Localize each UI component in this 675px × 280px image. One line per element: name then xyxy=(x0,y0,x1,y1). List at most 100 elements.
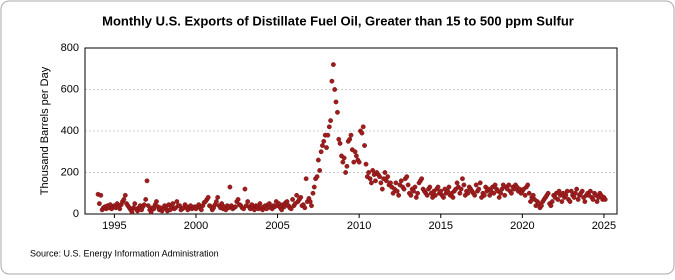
point xyxy=(141,202,147,208)
point xyxy=(539,203,544,209)
point xyxy=(121,197,127,202)
point xyxy=(424,192,430,198)
point xyxy=(242,186,248,192)
point xyxy=(298,194,304,200)
point xyxy=(498,190,504,196)
point xyxy=(290,197,295,202)
point xyxy=(174,199,180,204)
source: Source: U.S. Energy Information Administ… xyxy=(30,248,219,258)
point xyxy=(530,192,536,198)
point xyxy=(454,180,460,186)
point xyxy=(288,206,294,212)
point xyxy=(326,124,332,130)
point xyxy=(525,182,531,188)
point xyxy=(509,190,514,196)
point xyxy=(144,178,150,184)
point xyxy=(373,178,378,184)
point xyxy=(302,205,308,211)
point xyxy=(385,174,391,180)
point xyxy=(481,192,487,198)
point xyxy=(549,199,555,204)
point xyxy=(314,174,320,180)
point xyxy=(360,124,366,130)
point xyxy=(264,206,270,212)
plot-area xyxy=(84,47,618,215)
point xyxy=(412,184,418,190)
point xyxy=(461,182,467,188)
point xyxy=(198,207,204,213)
point xyxy=(329,78,335,84)
point xyxy=(321,138,327,144)
point xyxy=(398,178,404,184)
point xyxy=(487,192,493,198)
point xyxy=(353,153,359,159)
point xyxy=(446,184,452,190)
point xyxy=(567,199,573,204)
point xyxy=(143,197,149,202)
point xyxy=(445,188,451,194)
point xyxy=(276,201,282,207)
point xyxy=(303,176,309,182)
point xyxy=(219,201,225,207)
x-tick-label: 2000 xyxy=(184,220,208,232)
point xyxy=(325,132,331,138)
point xyxy=(496,194,502,200)
point xyxy=(359,130,365,136)
point xyxy=(96,201,102,207)
point xyxy=(477,180,483,186)
y-tick-label: 0 xyxy=(73,208,79,220)
point xyxy=(388,180,393,186)
point xyxy=(310,190,316,196)
point xyxy=(575,197,581,202)
point xyxy=(307,199,313,204)
point xyxy=(337,141,343,146)
point xyxy=(377,174,382,180)
point xyxy=(438,188,444,194)
point xyxy=(582,199,588,204)
point xyxy=(450,194,456,200)
point xyxy=(98,192,104,198)
point xyxy=(315,157,321,163)
point xyxy=(568,188,574,194)
y-tick-label: 400 xyxy=(61,125,79,137)
point xyxy=(282,204,287,210)
point xyxy=(379,186,385,192)
point xyxy=(564,188,570,194)
point xyxy=(129,209,135,215)
point xyxy=(309,203,314,209)
point xyxy=(506,182,512,188)
point xyxy=(344,163,350,169)
point xyxy=(545,190,551,196)
point xyxy=(499,186,505,192)
point xyxy=(351,159,357,165)
point xyxy=(343,170,349,175)
point xyxy=(522,192,528,198)
point xyxy=(441,194,446,200)
point xyxy=(332,87,338,92)
point xyxy=(324,145,329,151)
point xyxy=(279,207,285,213)
point xyxy=(132,201,138,207)
point xyxy=(472,192,478,198)
point xyxy=(435,184,441,190)
point xyxy=(151,206,157,212)
x-tick-label: 2020 xyxy=(510,220,534,232)
point xyxy=(213,199,219,204)
point xyxy=(408,192,414,198)
point xyxy=(555,197,561,202)
x-tick-label: 1995 xyxy=(102,220,126,232)
point xyxy=(340,159,346,165)
point xyxy=(401,186,407,192)
point xyxy=(117,206,123,212)
point xyxy=(317,168,323,173)
point xyxy=(572,190,578,196)
point xyxy=(341,155,347,161)
point xyxy=(382,170,388,175)
point xyxy=(556,188,562,194)
point xyxy=(233,204,238,210)
point xyxy=(393,180,399,186)
point xyxy=(335,109,340,115)
point xyxy=(328,118,334,124)
point xyxy=(257,201,263,207)
